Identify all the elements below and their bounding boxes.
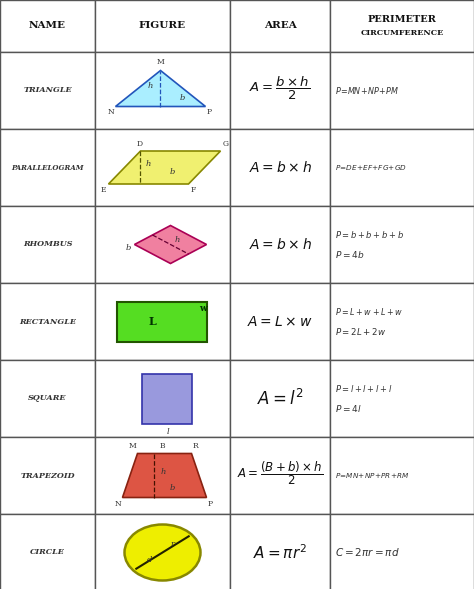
Text: $P=l+l+l+l$: $P=l+l+l+l$ — [335, 383, 392, 394]
Bar — [0, 283, 95, 360]
Text: RHOMBUS: RHOMBUS — [23, 240, 72, 249]
Bar — [230, 206, 330, 283]
Bar — [0, 0, 95, 52]
Text: $A=\dfrac{b\times h}{2}$: $A=\dfrac{b\times h}{2}$ — [249, 75, 310, 102]
Bar — [143, 373, 192, 423]
Bar — [330, 514, 474, 589]
Text: $A=\dfrac{(B+b)\times h}{2}$: $A=\dfrac{(B+b)\times h}{2}$ — [237, 459, 323, 487]
Bar — [330, 0, 474, 52]
Bar — [0, 129, 95, 206]
Text: CIRCUMFERENCE: CIRCUMFERENCE — [360, 29, 444, 37]
Polygon shape — [109, 151, 220, 184]
Bar — [95, 52, 230, 129]
Text: P: P — [207, 108, 211, 117]
Text: l: l — [166, 428, 169, 435]
Bar — [230, 129, 330, 206]
Text: $P\!=\!MN\!+\!NP\!+\!PR\!+\!RM$: $P\!=\!MN\!+\!NP\!+\!PR\!+\!RM$ — [335, 471, 410, 480]
Text: h: h — [161, 468, 166, 477]
Text: $P\!=\!MN\!+\!NP\!+\!PM$: $P\!=\!MN\!+\!NP\!+\!PM$ — [335, 85, 399, 96]
Text: d: d — [147, 557, 153, 564]
Text: h: h — [174, 236, 180, 243]
Text: L: L — [149, 316, 156, 327]
Bar — [230, 52, 330, 129]
Bar — [0, 206, 95, 283]
Bar — [95, 283, 230, 360]
Text: N: N — [108, 108, 115, 117]
Text: PARALLELOGRAM: PARALLELOGRAM — [11, 164, 84, 171]
Bar — [330, 360, 474, 437]
Bar — [0, 514, 95, 589]
Text: $P\!=\!DE\!+\!EF\!+\!FG\!+\!GD$: $P\!=\!DE\!+\!EF\!+\!FG\!+\!GD$ — [335, 163, 407, 172]
Polygon shape — [116, 71, 206, 107]
Text: $P=b+b+b+b$: $P=b+b+b+b$ — [335, 229, 404, 240]
Text: N: N — [115, 499, 121, 508]
Bar — [95, 206, 230, 283]
Text: SQUARE: SQUARE — [28, 395, 67, 402]
Bar — [95, 129, 230, 206]
Bar — [330, 52, 474, 129]
Bar — [330, 283, 474, 360]
Text: $A=L\times w$: $A=L\times w$ — [247, 315, 313, 329]
Bar — [95, 514, 230, 589]
Bar — [330, 206, 474, 283]
Text: RECTANGLE: RECTANGLE — [19, 317, 76, 326]
Bar — [95, 0, 230, 52]
Text: r: r — [171, 541, 174, 548]
Text: R: R — [192, 442, 198, 451]
Bar — [0, 52, 95, 129]
Text: h: h — [148, 82, 153, 91]
Text: AREA: AREA — [264, 22, 296, 31]
Text: $C=2\pi r=\pi d$: $C=2\pi r=\pi d$ — [335, 547, 400, 558]
Bar — [0, 360, 95, 437]
Text: D: D — [137, 140, 143, 148]
Text: PERIMETER: PERIMETER — [367, 15, 437, 24]
Text: NAME: NAME — [29, 22, 66, 31]
Text: w: w — [200, 304, 207, 313]
Text: h: h — [146, 160, 151, 168]
Polygon shape — [122, 454, 207, 498]
Text: E: E — [101, 186, 107, 194]
Bar — [230, 360, 330, 437]
Text: b: b — [170, 167, 175, 176]
Text: P: P — [208, 499, 213, 508]
Text: $P=4l$: $P=4l$ — [335, 403, 362, 414]
Text: b: b — [180, 94, 185, 102]
Text: $A=l^{2}$: $A=l^{2}$ — [256, 389, 303, 409]
Bar — [0, 437, 95, 514]
Text: CIRCLE: CIRCLE — [30, 548, 65, 557]
Ellipse shape — [125, 524, 201, 581]
Text: M: M — [156, 58, 164, 67]
Text: TRIANGLE: TRIANGLE — [23, 87, 72, 94]
Text: G: G — [222, 140, 228, 148]
Bar — [230, 283, 330, 360]
Bar — [118, 302, 208, 342]
Bar — [95, 360, 230, 437]
Text: $P=4b$: $P=4b$ — [335, 249, 365, 260]
Bar — [95, 437, 230, 514]
Polygon shape — [135, 226, 207, 263]
Bar — [230, 514, 330, 589]
Text: b: b — [170, 484, 175, 491]
Bar — [230, 437, 330, 514]
Text: F: F — [191, 186, 196, 194]
Bar — [330, 437, 474, 514]
Text: $P=2L+2w$: $P=2L+2w$ — [335, 326, 386, 337]
Bar — [330, 129, 474, 206]
Bar — [230, 0, 330, 52]
Text: B: B — [160, 442, 165, 451]
Text: M: M — [129, 442, 137, 451]
Text: $A=b\times h$: $A=b\times h$ — [248, 160, 311, 175]
Text: $P=L+w+L+w$: $P=L+w+L+w$ — [335, 306, 403, 317]
Text: $A=b\times h$: $A=b\times h$ — [248, 237, 311, 252]
Text: b: b — [126, 244, 131, 253]
Text: FIGURE: FIGURE — [139, 22, 186, 31]
Text: $A=\pi r^{2}$: $A=\pi r^{2}$ — [253, 543, 307, 562]
Text: TRAPEZOID: TRAPEZOID — [20, 472, 75, 479]
